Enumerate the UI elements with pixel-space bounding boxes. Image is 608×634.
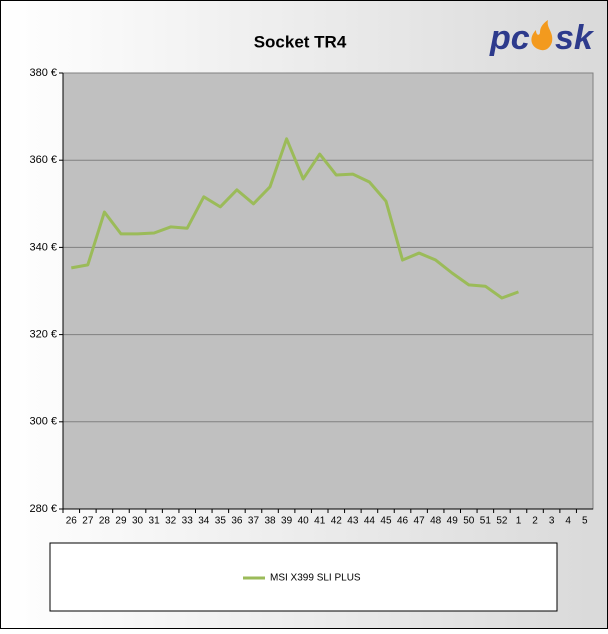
x-tick-label: 43 [347, 516, 359, 527]
x-tick-label: 51 [480, 516, 492, 527]
x-tick-label: 45 [380, 516, 392, 527]
x-tick-label: 28 [99, 516, 111, 527]
logo-right: sk [555, 19, 595, 57]
x-tick-label: 38 [264, 516, 276, 527]
x-tick-label: 5 [582, 516, 588, 527]
legend-label: MSI X399 SLI PLUS [270, 573, 361, 584]
logo-left: pc [489, 19, 530, 57]
y-tick-label: 280 € [29, 503, 57, 515]
x-tick-label: 40 [298, 516, 310, 527]
y-tick-label: 300 € [29, 416, 57, 428]
y-tick-label: 340 € [29, 241, 57, 253]
x-tick-label: 27 [82, 516, 94, 527]
x-tick-label: 35 [215, 516, 227, 527]
x-tick-label: 48 [430, 516, 442, 527]
logo: pc sk [489, 19, 595, 57]
x-tick-label: 30 [132, 516, 144, 527]
x-tick-label: 33 [182, 516, 194, 527]
x-tick-label: 37 [248, 516, 260, 527]
x-tick-label: 3 [549, 516, 555, 527]
x-tick-label: 2 [532, 516, 538, 527]
x-tick-label: 32 [165, 516, 177, 527]
x-tick-label: 36 [231, 516, 243, 527]
x-tick-label: 47 [414, 516, 426, 527]
x-tick-label: 34 [198, 516, 210, 527]
x-tick-label: 41 [314, 516, 326, 527]
series-line [71, 137, 519, 300]
x-tick-label: 49 [447, 516, 459, 527]
plot-area [62, 72, 594, 510]
x-tick-label: 42 [331, 516, 343, 527]
x-tick-label: 52 [496, 516, 508, 527]
y-tick-label: 380 € [29, 67, 57, 79]
x-tick-label: 26 [66, 516, 78, 527]
x-tick-label: 4 [565, 516, 571, 527]
y-tick-label: 320 € [29, 329, 57, 341]
chart-title: Socket TR4 [254, 32, 347, 51]
y-tick-label: 360 € [29, 154, 57, 166]
x-tick-label: 44 [364, 516, 376, 527]
x-tick-label: 31 [149, 516, 161, 527]
x-tick-label: 39 [281, 516, 293, 527]
logo-flame [531, 20, 553, 51]
x-tick-label: 1 [516, 516, 522, 527]
x-tick-label: 46 [397, 516, 409, 527]
x-tick-label: 29 [115, 516, 127, 527]
legend [49, 542, 558, 612]
x-tick-label: 50 [463, 516, 475, 527]
